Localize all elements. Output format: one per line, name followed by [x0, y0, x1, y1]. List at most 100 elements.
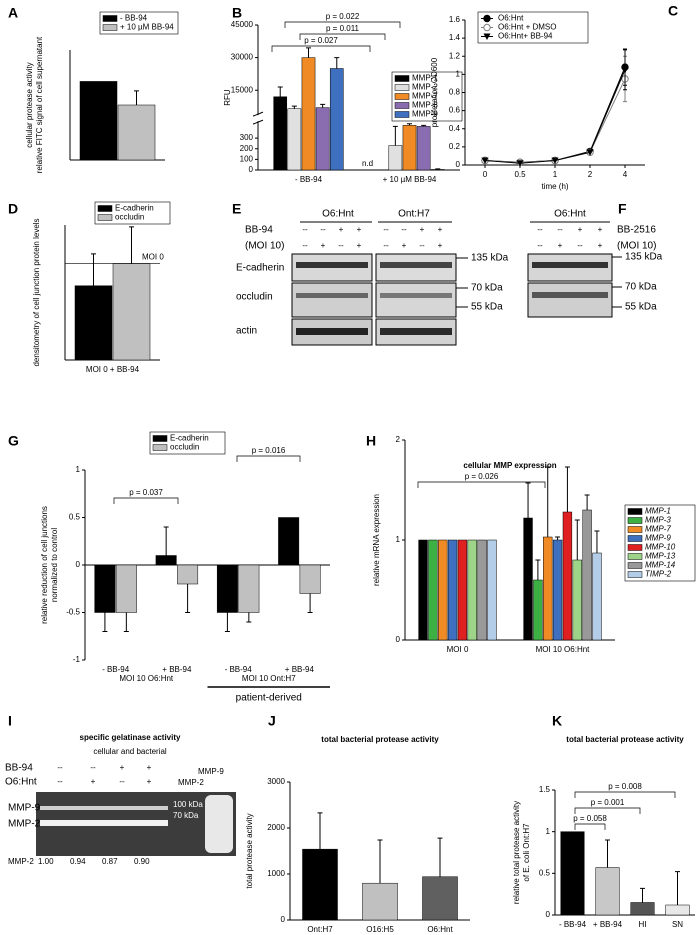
error-bar: [102, 612, 108, 632]
y-tick-label: 1: [396, 535, 401, 544]
bar: [438, 539, 448, 641]
bar: [447, 539, 458, 641]
marker-label: 55 kDa: [625, 302, 657, 313]
legend-label: MMP-13: [645, 552, 676, 561]
legend-frame: [94, 201, 171, 225]
error-bar: [574, 519, 580, 560]
blot: [527, 282, 613, 318]
y-axis-label: total protease activity: [245, 813, 254, 888]
y-tick-label: 1.4: [449, 33, 461, 42]
gel-i: I specific gelatinase activity cellular …: [5, 713, 236, 866]
y-tick-label: 1.5: [539, 785, 551, 794]
strain-label: O6:Hnt: [322, 209, 354, 220]
axis-break-mark: [252, 111, 264, 125]
lane-label: +: [598, 241, 603, 250]
legend-swatch: [394, 93, 410, 100]
axis-break: [252, 115, 460, 122]
y-axis-label: relative total protease activity: [512, 801, 521, 904]
bar: [418, 539, 428, 641]
y-tick-label: 30000: [231, 53, 254, 62]
legend-swatch: [394, 84, 410, 91]
y-tick-label: 0.6: [449, 106, 461, 115]
band: [296, 293, 368, 298]
y-tick-label: 100: [240, 154, 254, 163]
panel-letter: G: [8, 433, 19, 449]
band-label: MMP-2: [8, 819, 41, 830]
legend-label: MMP-1: [645, 507, 671, 516]
bar: [416, 126, 431, 171]
legend-label: MMP-8: [412, 101, 438, 110]
lane-label: +: [438, 225, 443, 234]
legend-swatch: [394, 75, 410, 82]
lane-label: +: [147, 763, 152, 772]
p-value: p = 0.022: [326, 12, 360, 21]
panel-letter: B: [232, 5, 242, 21]
note: n.d: [362, 159, 373, 168]
significance-bracket: [417, 481, 546, 488]
legend-label: O6:Hnt+ BB-94: [498, 32, 553, 41]
y-tick-label: 0: [456, 160, 461, 169]
panel-letter: A: [8, 5, 18, 21]
bar: [592, 552, 602, 641]
x-tick-label: MOI 10 O6:Hnt: [536, 645, 591, 654]
p-value: p = 0.037: [129, 488, 163, 497]
legend-swatch: [627, 535, 643, 542]
bar: [301, 57, 316, 171]
bar: [299, 564, 321, 594]
marker-label: 70 kDa: [625, 282, 657, 293]
significance-bracket: [574, 807, 641, 814]
row-label: O6:Hnt: [5, 777, 37, 788]
y-tick-label: 0.8: [449, 88, 461, 97]
error-bar: [525, 482, 531, 518]
error-bar: [334, 57, 340, 69]
bar: [112, 263, 151, 361]
group-label: MOI 10 Ont:H7: [242, 674, 296, 683]
error-bar: [224, 612, 230, 632]
bar: [487, 539, 497, 641]
chart-title: cellular MMP expression: [463, 461, 556, 470]
y-tick-label: 200: [240, 144, 254, 153]
error-bar: [277, 86, 283, 97]
lane-label: --: [338, 241, 344, 250]
y-tick-label: 0.5: [69, 513, 81, 522]
bar: [428, 539, 438, 641]
legend-label: TIMP-2: [645, 570, 672, 579]
error-bar: [555, 536, 561, 540]
lane-label: +: [420, 225, 425, 234]
lane-label: --: [537, 241, 543, 250]
y-axis-label: normalized to control: [50, 528, 59, 602]
legend-label: - BB-94: [120, 14, 148, 23]
y-tick-label: 0.2: [449, 142, 461, 151]
p-value: p = 0.026: [465, 472, 499, 481]
error-bar: [307, 593, 313, 613]
bar: [562, 511, 573, 641]
y-tick-label: -1: [73, 655, 81, 664]
quant-value: 1.00: [38, 857, 54, 866]
error-bar: [185, 584, 191, 613]
legend-label: MMP-9: [645, 534, 671, 543]
legend-label: MMP-3: [645, 516, 671, 525]
p-value: p = 0.011: [326, 24, 360, 33]
marker-label: 135 kDa: [471, 253, 509, 264]
bar: [117, 104, 156, 161]
x-tick-label: 2: [588, 170, 593, 179]
lane-label: +: [357, 241, 362, 250]
y-axis-label: proliferation OD600: [430, 57, 439, 127]
band-label: MMP-9: [8, 803, 41, 814]
bar: [177, 564, 199, 585]
significance-bracket: [236, 455, 301, 462]
bar: [430, 169, 445, 171]
marker: [516, 160, 524, 167]
lane-label: --: [320, 225, 326, 234]
y-tick-label: 3000: [267, 777, 285, 786]
significance-bracket: [271, 45, 371, 52]
error-bar: [134, 90, 139, 105]
legend-swatch: [394, 102, 410, 109]
legend-label: MMP-9: [412, 110, 438, 119]
bar: [273, 96, 288, 171]
standard-label: MMP-9: [198, 767, 224, 776]
x-tick-label: + BB-94: [285, 665, 315, 674]
lane-label: +: [339, 225, 344, 234]
legend-swatch: [152, 444, 168, 451]
bar: [74, 285, 113, 361]
